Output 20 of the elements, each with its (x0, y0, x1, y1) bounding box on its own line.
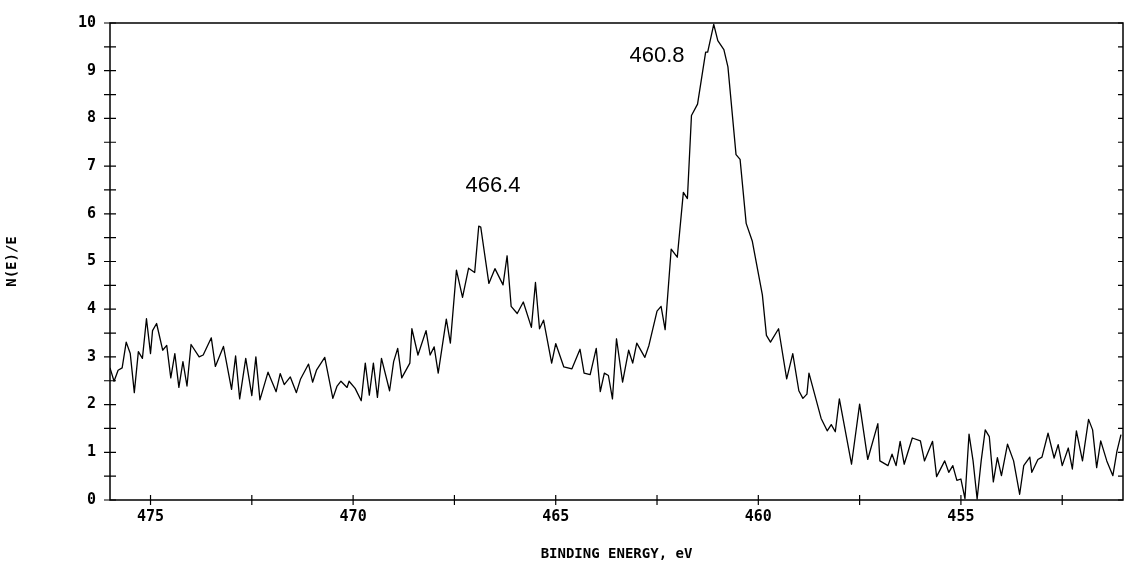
x-axis-title: BINDING ENERGY, eV (540, 545, 693, 562)
x-tick-label: 465 (542, 506, 570, 525)
y-tick-label: 0 (86, 489, 96, 508)
y-axis-title: N(E)/E (3, 236, 20, 287)
y-tick-label: 4 (86, 299, 96, 318)
x-tick-label: 470 (339, 506, 367, 525)
y-tick-label: 10 (77, 12, 96, 31)
y-tick-label: 2 (86, 394, 96, 413)
x-tick-label: 460 (744, 506, 772, 525)
x-tick-label: 455 (947, 506, 975, 525)
y-tick-label: 1 (86, 442, 96, 461)
y-tick-label: 9 (86, 60, 96, 79)
annotation: 466.4 (465, 172, 521, 197)
annotation: 460.8 (629, 42, 685, 67)
y-tick-label: 6 (86, 203, 96, 222)
x-tick-label: 475 (136, 506, 165, 525)
y-tick-label: 7 (86, 155, 96, 174)
y-tick-label: 3 (86, 346, 96, 365)
y-tick-label: 8 (86, 108, 96, 127)
y-tick-label: 5 (86, 251, 96, 270)
